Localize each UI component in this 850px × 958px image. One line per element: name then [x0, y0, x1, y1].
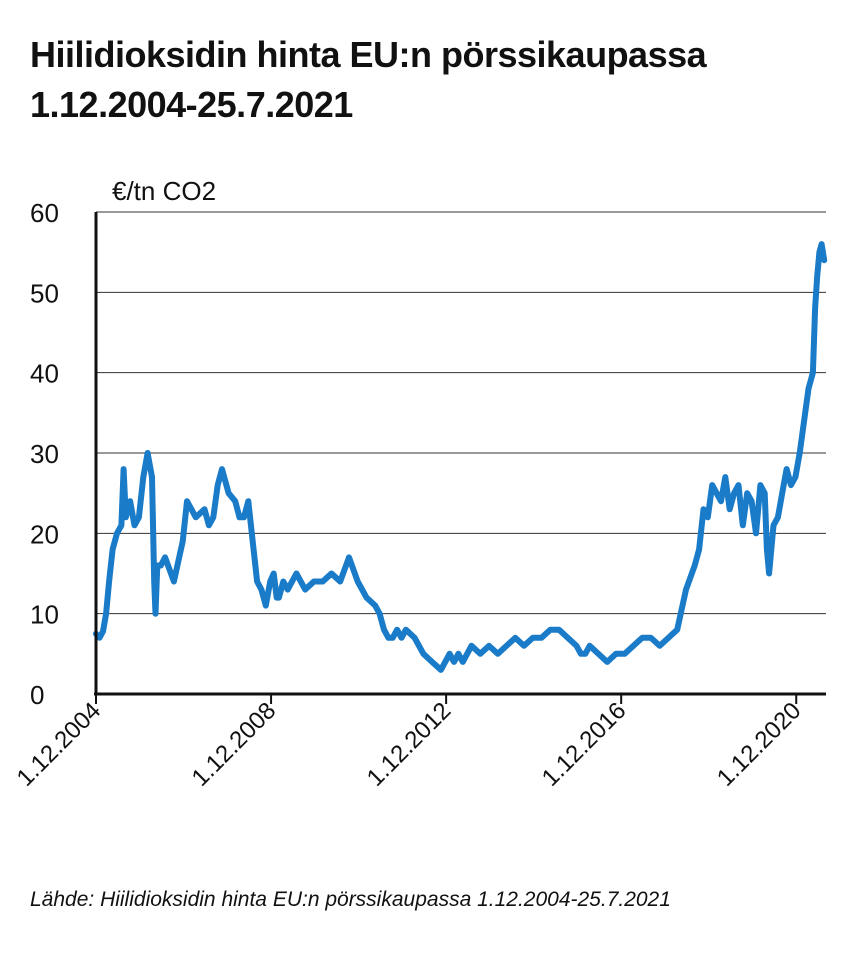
y-tick-label: 40 [30, 359, 59, 389]
axes [94, 212, 826, 696]
x-tick-label: 1.12.2016 [537, 697, 632, 792]
source-note: Lähde: Hiilidioksidin hinta EU:n pörssik… [30, 888, 671, 911]
x-tick-label: 1.12.2004 [12, 697, 107, 792]
title-line-2: 1.12.2004-25.7.2021 [30, 84, 353, 125]
x-tick-label: 1.12.2012 [362, 697, 457, 792]
grid-lines [96, 211, 826, 615]
y-tick-label: 50 [30, 278, 59, 308]
chart-title: Hiilidioksidin hinta EU:n pörssikaupassa… [30, 30, 830, 130]
y-tick-label: 0 [30, 680, 44, 710]
y-tick-label: 60 [30, 198, 59, 228]
y-tick-label: 30 [30, 439, 59, 469]
series-layer [93, 241, 828, 673]
x-tick-label: 1.12.2008 [187, 697, 282, 792]
x-tick-label: 1.12.2020 [712, 697, 807, 792]
series-line-0 [93, 241, 828, 673]
y-axis-ticks: 0 10 20 30 40 50 60 [30, 198, 59, 710]
x-axis-ticks: 1.12.2004 1.12.2008 1.12.2012 1.12.2016 1.12… [12, 694, 807, 792]
y-tick-label: 10 [30, 600, 59, 630]
y-tick-label: 20 [30, 519, 59, 549]
title-line-1: Hiilidioksidin hinta EU:n pörssikaupassa [30, 34, 707, 75]
y-axis-label: €/tn CO2 [112, 176, 216, 206]
